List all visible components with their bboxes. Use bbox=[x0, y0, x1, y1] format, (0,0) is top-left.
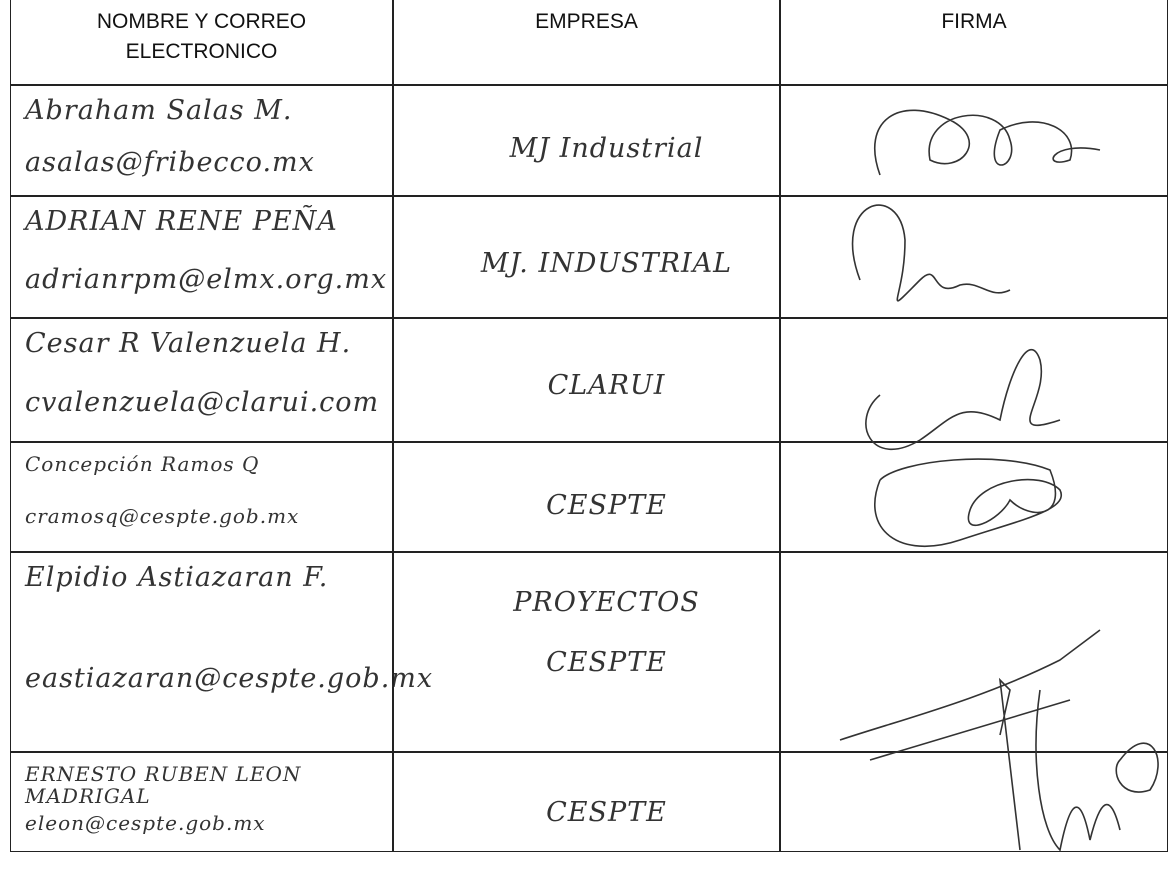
handwritten-name: Elpidio Astiazaran F. bbox=[25, 562, 329, 593]
handwritten-email: eastiazaran@cespte.gob.mx bbox=[25, 663, 434, 694]
header-cell: FIRMA bbox=[780, 0, 1168, 85]
handwritten-name: Cesar R Valenzuela H. bbox=[25, 328, 352, 359]
handwritten-name: Abraham Salas M. bbox=[25, 95, 293, 126]
company-cell: MJ. INDUSTRIAL bbox=[393, 196, 780, 318]
handwritten-email: cvalenzuela@clarui.com bbox=[25, 387, 380, 418]
handwritten-company: CESPTE bbox=[546, 797, 667, 828]
signature-cell bbox=[780, 85, 1168, 196]
handwritten-company: PROYECTOS CESPTE bbox=[513, 587, 700, 678]
company-cell: CLARUI bbox=[393, 318, 780, 442]
handwritten-company: CESPTE bbox=[546, 490, 667, 521]
header-cell: NOMBRE Y CORREO ELECTRONICO bbox=[10, 0, 393, 85]
name-cell: Elpidio Astiazaran F. eastiazaran@cespte.… bbox=[10, 552, 432, 752]
handwritten-email: adrianrpm@elmx.org.mx bbox=[25, 264, 388, 295]
handwritten-company: MJ. INDUSTRIAL bbox=[480, 248, 733, 279]
signature-cell bbox=[780, 196, 1168, 318]
handwritten-name: ADRIAN RENE PEÑA bbox=[25, 206, 338, 237]
name-cell: Cesar R Valenzuela H. cvalenzuela@clarui.… bbox=[10, 318, 393, 442]
signature-cell bbox=[780, 442, 1168, 552]
name-cell: Concepción Ramos Q cramosq@cespte.gob.mx bbox=[10, 442, 393, 552]
handwritten-email: eleon@cespte.gob.mx bbox=[25, 811, 266, 835]
signature-cell bbox=[780, 752, 1168, 852]
name-cell: ERNESTO RUBEN LEON MADRIGAL eleon@cespte.… bbox=[10, 752, 393, 852]
handwritten-email: asalas@fribecco.mx bbox=[25, 147, 315, 178]
handwritten-email: cramosq@cespte.gob.mx bbox=[25, 504, 300, 528]
handwritten-company: CLARUI bbox=[547, 370, 666, 401]
company-cell: PROYECTOS CESPTE bbox=[393, 552, 780, 752]
company-cell: CESPTE bbox=[393, 442, 780, 552]
handwritten-name: ERNESTO RUBEN LEON MADRIGAL bbox=[25, 762, 302, 808]
signature-cell bbox=[780, 318, 1168, 442]
company-cell: CESPTE bbox=[393, 752, 780, 852]
company-cell: MJ Industrial bbox=[393, 85, 780, 196]
header-cell: EMPRESA bbox=[393, 0, 780, 85]
name-cell: Abraham Salas M. asalas@fribecco.mx bbox=[10, 85, 393, 196]
handwritten-name: Concepción Ramos Q bbox=[25, 452, 260, 476]
handwritten-company: MJ Industrial bbox=[509, 133, 704, 164]
signature-cell bbox=[780, 552, 1168, 752]
name-cell: ADRIAN RENE PEÑA adrianrpm@elmx.org.mx bbox=[10, 196, 393, 318]
